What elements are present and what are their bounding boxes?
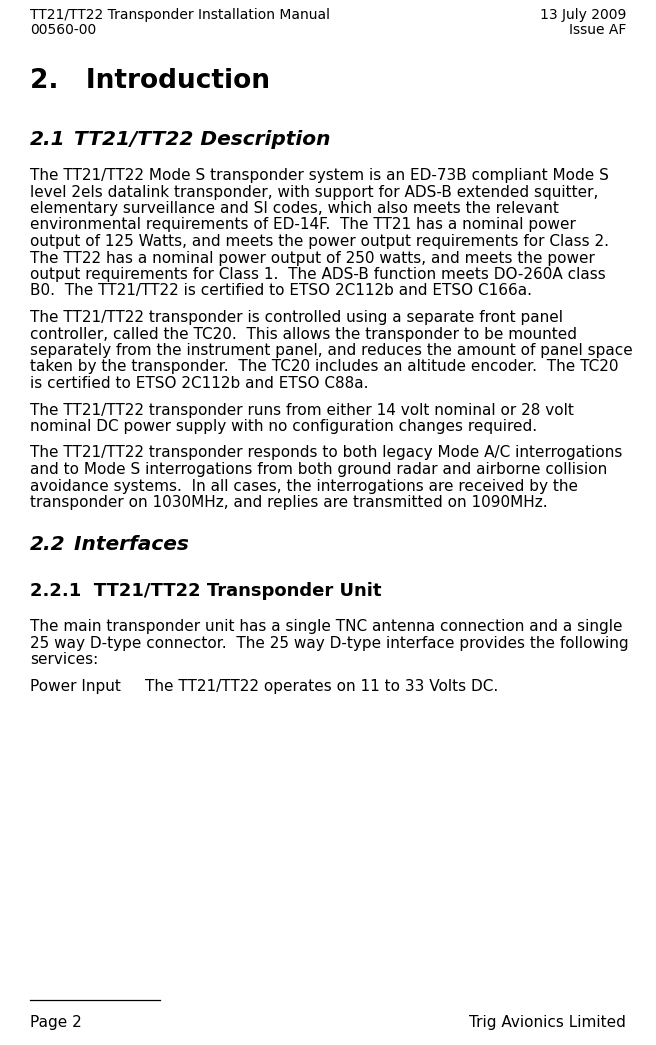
Text: taken by the transponder.  The TC20 includes an altitude encoder.  The TC20: taken by the transponder. The TC20 inclu…	[30, 359, 619, 374]
Text: environmental requirements of ED-14F.  The TT21 has a nominal power: environmental requirements of ED-14F. Th…	[30, 217, 576, 232]
Text: The TT22 has a nominal power output of 250 watts, and meets the power: The TT22 has a nominal power output of 2…	[30, 251, 595, 265]
Text: Page 2: Page 2	[30, 1015, 82, 1030]
Text: 13 July 2009: 13 July 2009	[540, 8, 626, 22]
Text: 2.2: 2.2	[30, 535, 66, 555]
Text: 2.2.1  TT21/TT22 Transponder Unit: 2.2.1 TT21/TT22 Transponder Unit	[30, 581, 382, 600]
Text: The TT21/TT22 transponder responds to both legacy Mode A/C interrogations: The TT21/TT22 transponder responds to bo…	[30, 445, 623, 461]
Text: and to Mode S interrogations from both ground radar and airborne collision: and to Mode S interrogations from both g…	[30, 462, 607, 477]
Text: Issue AF: Issue AF	[569, 23, 626, 37]
Text: The TT21/TT22 operates on 11 to 33 Volts DC.: The TT21/TT22 operates on 11 to 33 Volts…	[145, 679, 499, 694]
Text: controller, called the TC20.  This allows the transponder to be mounted: controller, called the TC20. This allows…	[30, 326, 577, 342]
Text: 2.   Introduction: 2. Introduction	[30, 68, 270, 94]
Text: TT21/TT22 Description: TT21/TT22 Description	[60, 130, 331, 149]
Text: elementary surveillance and SI codes, which also meets the relevant: elementary surveillance and SI codes, wh…	[30, 201, 559, 216]
Text: avoidance systems.  In all cases, the interrogations are received by the: avoidance systems. In all cases, the int…	[30, 479, 578, 493]
Text: is certified to ETSO 2C112b and ETSO C88a.: is certified to ETSO 2C112b and ETSO C88…	[30, 376, 369, 391]
Text: 00560-00: 00560-00	[30, 23, 96, 37]
Text: 2.1: 2.1	[30, 130, 66, 149]
Text: TT21/TT22 Transponder Installation Manual: TT21/TT22 Transponder Installation Manua…	[30, 8, 330, 22]
Text: nominal DC power supply with no configuration changes required.: nominal DC power supply with no configur…	[30, 419, 537, 434]
Text: Interfaces: Interfaces	[60, 535, 189, 555]
Text: The TT21/TT22 Mode S transponder system is an ED-73B compliant Mode S: The TT21/TT22 Mode S transponder system …	[30, 168, 609, 183]
Text: The main transponder unit has a single TNC antenna connection and a single: The main transponder unit has a single T…	[30, 620, 623, 634]
Text: transponder on 1030MHz, and replies are transmitted on 1090MHz.: transponder on 1030MHz, and replies are …	[30, 495, 548, 510]
Text: level 2els datalink transponder, with support for ADS-B extended squitter,: level 2els datalink transponder, with su…	[30, 185, 598, 200]
Text: output requirements for Class 1.  The ADS-B function meets DO-260A class: output requirements for Class 1. The ADS…	[30, 268, 605, 282]
Text: The TT21/TT22 transponder is controlled using a separate front panel: The TT21/TT22 transponder is controlled …	[30, 310, 563, 325]
Text: B0.  The TT21/TT22 is certified to ETSO 2C112b and ETSO C166a.: B0. The TT21/TT22 is certified to ETSO 2…	[30, 283, 532, 299]
Text: separately from the instrument panel, and reduces the amount of panel space: separately from the instrument panel, an…	[30, 343, 633, 358]
Text: Trig Avionics Limited: Trig Avionics Limited	[469, 1015, 626, 1030]
Text: 25 way D-type connector.  The 25 way D-type interface provides the following: 25 way D-type connector. The 25 way D-ty…	[30, 636, 628, 651]
Text: Power Input: Power Input	[30, 679, 121, 694]
Text: output of 125 Watts, and meets the power output requirements for Class 2.: output of 125 Watts, and meets the power…	[30, 234, 609, 249]
Text: services:: services:	[30, 652, 98, 668]
Text: The TT21/TT22 transponder runs from either 14 volt nominal or 28 volt: The TT21/TT22 transponder runs from eith…	[30, 402, 574, 418]
